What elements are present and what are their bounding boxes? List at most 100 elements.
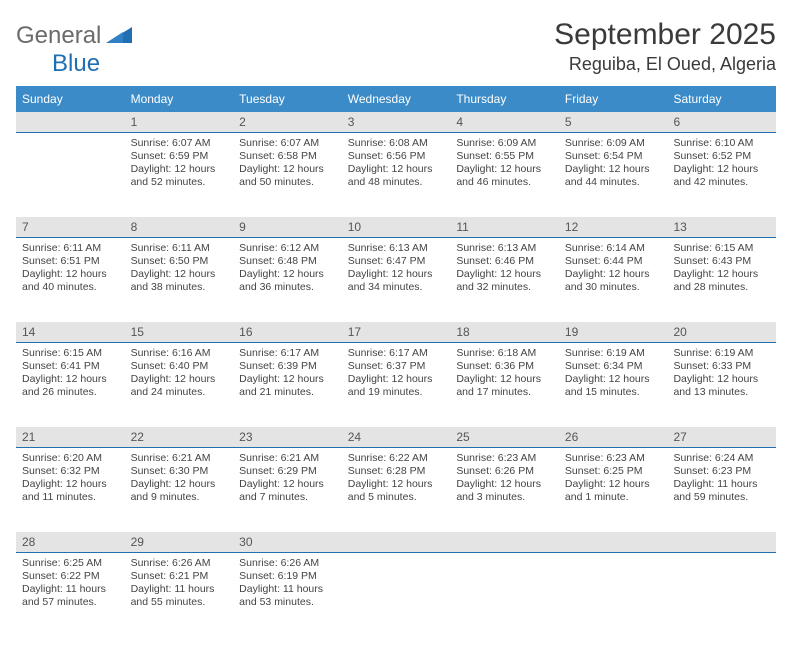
day-cell: Sunrise: 6:19 AM Sunset: 6:33 PM Dayligh… [667,343,776,427]
day-number: 16 [233,322,342,342]
day-cell: Sunrise: 6:08 AM Sunset: 6:56 PM Dayligh… [342,133,451,217]
day-cell: Sunrise: 6:10 AM Sunset: 6:52 PM Dayligh… [667,133,776,217]
sunset-text: Sunset: 6:55 PM [456,150,553,163]
sunset-text: Sunset: 6:44 PM [565,255,662,268]
sunrise-text: Sunrise: 6:20 AM [22,452,119,465]
sunrise-text: Sunrise: 6:18 AM [456,347,553,360]
daynum-row: 7 8 9 10 11 12 13 [16,217,776,237]
sunrise-text: Sunrise: 6:11 AM [131,242,228,255]
sunset-text: Sunset: 6:29 PM [239,465,336,478]
day-number: 3 [342,112,451,132]
sunset-text: Sunset: 6:47 PM [348,255,445,268]
sunrise-text: Sunrise: 6:24 AM [673,452,770,465]
day-number: 6 [667,112,776,132]
day-number: 28 [16,532,125,552]
day-cell: Sunrise: 6:22 AM Sunset: 6:28 PM Dayligh… [342,448,451,532]
day-cell: Sunrise: 6:20 AM Sunset: 6:32 PM Dayligh… [16,448,125,532]
day-cell: Sunrise: 6:18 AM Sunset: 6:36 PM Dayligh… [450,343,559,427]
daylight-text: Daylight: 12 hours and 30 minutes. [565,268,662,294]
sunset-text: Sunset: 6:26 PM [456,465,553,478]
day-cell: Sunrise: 6:17 AM Sunset: 6:37 PM Dayligh… [342,343,451,427]
sunrise-text: Sunrise: 6:09 AM [565,137,662,150]
daylight-text: Daylight: 12 hours and 48 minutes. [348,163,445,189]
day-number: 27 [667,427,776,447]
day-number: 24 [342,427,451,447]
day-number: 8 [125,217,234,237]
logo-word-blue: Blue [52,50,132,78]
sunset-text: Sunset: 6:52 PM [673,150,770,163]
sunset-text: Sunset: 6:39 PM [239,360,336,373]
sunset-text: Sunset: 6:56 PM [348,150,445,163]
daylight-text: Daylight: 11 hours and 55 minutes. [131,583,228,609]
day-number: 10 [342,217,451,237]
day-number: 2 [233,112,342,132]
daylight-text: Daylight: 12 hours and 1 minute. [565,478,662,504]
daynum-row: 28 29 30 [16,532,776,552]
sunset-text: Sunset: 6:25 PM [565,465,662,478]
day-cell: Sunrise: 6:23 AM Sunset: 6:26 PM Dayligh… [450,448,559,532]
day-number: 25 [450,427,559,447]
sunrise-text: Sunrise: 6:14 AM [565,242,662,255]
day-cell: Sunrise: 6:24 AM Sunset: 6:23 PM Dayligh… [667,448,776,532]
sunrise-text: Sunrise: 6:25 AM [22,557,119,570]
sunset-text: Sunset: 6:40 PM [131,360,228,373]
weekday-friday: Friday [559,86,668,112]
day-cell [450,553,559,637]
sunrise-text: Sunrise: 6:07 AM [239,137,336,150]
daylight-text: Daylight: 12 hours and 32 minutes. [456,268,553,294]
day-cell: Sunrise: 6:14 AM Sunset: 6:44 PM Dayligh… [559,238,668,322]
sunrise-text: Sunrise: 6:23 AM [565,452,662,465]
daylight-text: Daylight: 12 hours and 44 minutes. [565,163,662,189]
sunrise-text: Sunrise: 6:22 AM [348,452,445,465]
sunset-text: Sunset: 6:21 PM [131,570,228,583]
daylight-text: Daylight: 12 hours and 3 minutes. [456,478,553,504]
sunrise-text: Sunrise: 6:23 AM [456,452,553,465]
day-number [342,532,451,552]
day-number [16,112,125,132]
day-number: 19 [559,322,668,342]
day-number: 15 [125,322,234,342]
daynum-row: 21 22 23 24 25 26 27 [16,427,776,447]
day-number: 13 [667,217,776,237]
weekday-monday: Monday [125,86,234,112]
sunset-text: Sunset: 6:43 PM [673,255,770,268]
day-cell: Sunrise: 6:09 AM Sunset: 6:55 PM Dayligh… [450,133,559,217]
day-number: 4 [450,112,559,132]
sunrise-text: Sunrise: 6:12 AM [239,242,336,255]
day-cell [559,553,668,637]
day-number: 11 [450,217,559,237]
day-number: 1 [125,112,234,132]
day-cell: Sunrise: 6:17 AM Sunset: 6:39 PM Dayligh… [233,343,342,427]
day-cell: Sunrise: 6:21 AM Sunset: 6:30 PM Dayligh… [125,448,234,532]
week-row: Sunrise: 6:15 AM Sunset: 6:41 PM Dayligh… [16,342,776,427]
daylight-text: Daylight: 11 hours and 57 minutes. [22,583,119,609]
sunset-text: Sunset: 6:41 PM [22,360,119,373]
week-row: Sunrise: 6:11 AM Sunset: 6:51 PM Dayligh… [16,237,776,322]
sunset-text: Sunset: 6:58 PM [239,150,336,163]
sunset-text: Sunset: 6:48 PM [239,255,336,268]
day-cell [16,133,125,217]
location-subtitle: Reguiba, El Oued, Algeria [554,54,776,75]
day-cell: Sunrise: 6:07 AM Sunset: 6:58 PM Dayligh… [233,133,342,217]
daylight-text: Daylight: 12 hours and 38 minutes. [131,268,228,294]
calendar-page: General Blue September 2025 Reguiba, El … [0,0,792,655]
weekday-saturday: Saturday [667,86,776,112]
day-cell: Sunrise: 6:25 AM Sunset: 6:22 PM Dayligh… [16,553,125,637]
day-number: 9 [233,217,342,237]
sunset-text: Sunset: 6:50 PM [131,255,228,268]
daylight-text: Daylight: 11 hours and 53 minutes. [239,583,336,609]
sunrise-text: Sunrise: 6:17 AM [348,347,445,360]
day-cell: Sunrise: 6:07 AM Sunset: 6:59 PM Dayligh… [125,133,234,217]
sunset-text: Sunset: 6:34 PM [565,360,662,373]
day-cell: Sunrise: 6:15 AM Sunset: 6:43 PM Dayligh… [667,238,776,322]
logo-word-general: General [16,22,101,49]
sunrise-text: Sunrise: 6:13 AM [348,242,445,255]
daylight-text: Daylight: 12 hours and 36 minutes. [239,268,336,294]
weekday-header-row: Sunday Monday Tuesday Wednesday Thursday… [16,86,776,112]
sunrise-text: Sunrise: 6:08 AM [348,137,445,150]
daylight-text: Daylight: 12 hours and 17 minutes. [456,373,553,399]
day-number: 21 [16,427,125,447]
day-number: 26 [559,427,668,447]
logo-triangle-icon [106,25,132,48]
sunset-text: Sunset: 6:51 PM [22,255,119,268]
